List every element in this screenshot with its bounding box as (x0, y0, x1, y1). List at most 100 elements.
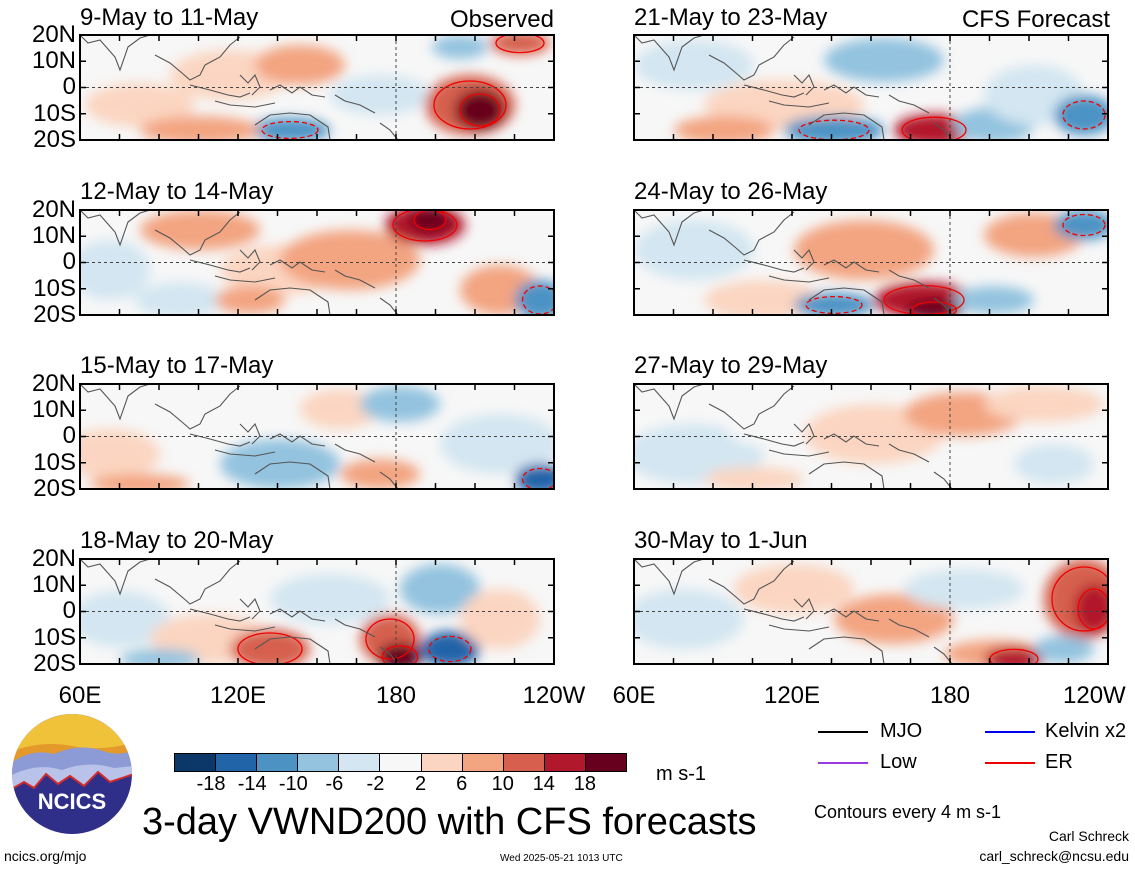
author-email[interactable]: carl_schreck@ncsu.edu (979, 848, 1129, 864)
anomaly-shading (1054, 210, 1108, 240)
anomaly-shading (80, 240, 150, 300)
colorbar-tick-label: 2 (414, 773, 427, 795)
anomaly-shading (140, 389, 260, 439)
anomaly-shading (824, 38, 944, 82)
anomaly-shading (330, 75, 430, 115)
anomaly-shading (215, 286, 285, 314)
colorbar-cell (338, 753, 381, 772)
anomaly-shading (734, 564, 854, 614)
map-panel (80, 559, 554, 664)
colorbar-cell (420, 753, 463, 772)
anomaly-shading (834, 594, 954, 644)
lat-label: 20N (31, 196, 76, 223)
colorbar (174, 753, 627, 772)
lon-label: 180 (375, 682, 417, 709)
anomaly-shading (270, 574, 390, 624)
legend-line-kelvin (985, 731, 1035, 733)
anomaly-shading (794, 293, 874, 315)
lon-label: 120W (1063, 682, 1126, 709)
anomaly-shading (400, 564, 480, 614)
anomaly-shading (984, 386, 1104, 422)
anomaly-shading (360, 386, 440, 422)
lat-label: 20S (33, 475, 76, 502)
map-panel (634, 384, 1108, 489)
anomaly-shading (135, 282, 225, 315)
anomaly-shading (120, 649, 200, 664)
lat-label: 20N (31, 370, 76, 397)
lat-label: 10S (33, 624, 76, 651)
anomaly-shading (280, 230, 420, 290)
site-link[interactable]: ncics.org/mjo (4, 848, 87, 864)
colorbar-tick-label: -6 (325, 773, 344, 795)
contour-note: Contours every 4 m s-1 (814, 802, 1002, 822)
anomaly-shading (300, 389, 380, 429)
legend-line-mjo (818, 731, 868, 733)
colorbar-cell (256, 753, 299, 772)
colorbar-cell (215, 753, 258, 772)
map-field (634, 210, 1108, 315)
panel-title: 30-May to 1-Jun (634, 527, 808, 554)
colorbar-tick-label: -14 (237, 773, 267, 795)
anomaly-shading (85, 83, 195, 127)
panel-tag: CFS Forecast (961, 6, 1110, 33)
panel-title: 27-May to 29-May (634, 352, 828, 379)
colorbar-cell (174, 753, 217, 772)
panel-tag: Observed (449, 6, 554, 33)
map-field (634, 35, 1108, 140)
anomaly-shading (220, 439, 340, 489)
anomaly-shading (704, 467, 804, 489)
map-panel (80, 35, 554, 140)
lat-label: 10S (33, 100, 76, 127)
lat-label: 10N (31, 396, 76, 423)
anomaly-shading (1034, 635, 1094, 663)
lat-label: 0 (62, 597, 76, 624)
anomaly-shading (1014, 444, 1094, 484)
lat-label: 10N (31, 222, 76, 249)
map-panel (80, 384, 554, 489)
anomaly-shading (90, 474, 190, 489)
anomaly-shading (80, 429, 160, 479)
anomaly-shading (634, 589, 744, 649)
anomaly-shading (455, 90, 505, 130)
colorbar-units: m s-1 (656, 763, 706, 785)
lat-label: 10S (33, 275, 76, 302)
lat-label: 10N (31, 571, 76, 598)
colorbar-tick-label: -18 (196, 773, 226, 795)
anomaly-shading (80, 591, 170, 647)
panel-title: 12-May to 14-May (80, 178, 274, 205)
colorbar-cell (461, 753, 504, 772)
map-panel (80, 210, 554, 315)
lon-label: 60E (58, 682, 102, 709)
author: Carl Schreck (1048, 828, 1129, 844)
anomaly-shading (904, 569, 1024, 609)
panel-title: 9-May to 11-May (80, 4, 259, 31)
anomaly-shading (954, 286, 1034, 314)
anomaly-shading (704, 280, 824, 315)
map-panel (634, 559, 1108, 664)
panel-title: 18-May to 20-May (80, 527, 274, 554)
legend-label-low: Low (880, 751, 917, 773)
anomaly-shading (634, 220, 754, 280)
legend-line-low (818, 762, 868, 764)
logo-text: NCICS (37, 789, 107, 814)
lon-label: 120W (522, 682, 586, 709)
timestamp: Wed 2025-05-21 1013 UTC (500, 853, 623, 864)
map-field (80, 559, 554, 664)
colorbar-cell (584, 753, 627, 772)
legend-label-er: ER (1045, 751, 1073, 773)
colorbar-tick-label: -2 (366, 773, 385, 795)
legend-label-mjo: MJO (880, 720, 923, 742)
lat-label: 0 (62, 422, 76, 449)
anomaly-shading (420, 631, 480, 664)
lat-label: 0 (62, 73, 76, 100)
anomaly-shading (340, 459, 420, 489)
map-panel (634, 35, 1108, 140)
anomaly-shading (460, 589, 540, 649)
lat-label: 10N (31, 47, 76, 74)
lon-label: 120E (209, 682, 267, 709)
colorbar-cell (297, 753, 340, 772)
anomaly-shading (410, 210, 450, 232)
ncics-logo[interactable]: NCICS (10, 712, 134, 836)
anomaly-shading (432, 35, 488, 59)
colorbar-tick-label: 18 (573, 773, 597, 795)
